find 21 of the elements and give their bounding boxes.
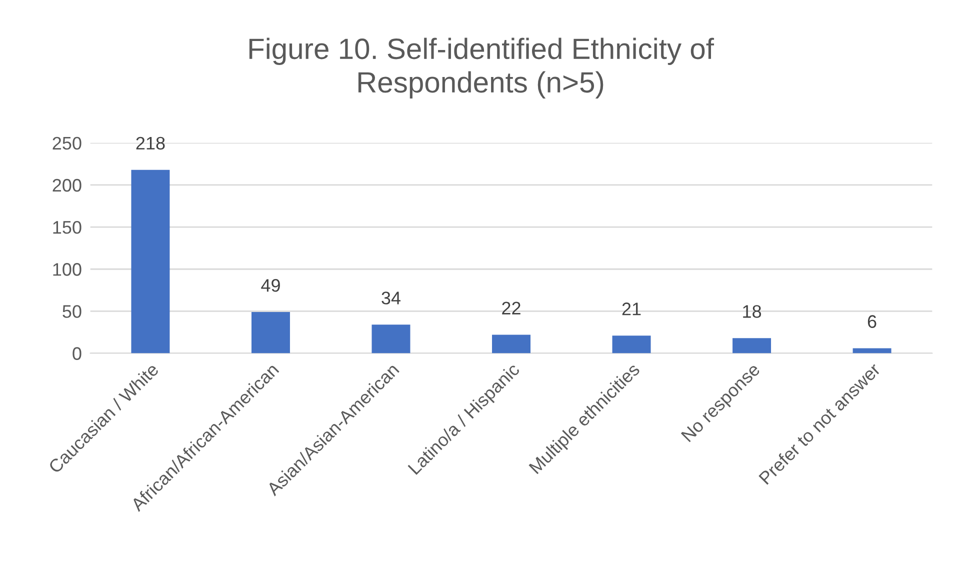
chart-title: Figure 10. Self-identified Ethnicity of Respondents (n>5) [249,38,714,98]
data-label: 218 [136,136,165,150]
bar [131,170,170,354]
y-tick-label: 50 [62,305,82,318]
data-label: 18 [743,305,762,318]
data-label: 6 [868,315,876,328]
bar [612,336,651,354]
data-label: 22 [502,302,520,314]
bar [732,338,772,354]
y-tick-label: 150 [53,220,82,234]
bar [372,324,410,354]
data-label: 21 [622,302,641,316]
bar [251,312,290,354]
y-tick-label: 250 [52,136,82,150]
y-tick-label: 0 [72,347,82,360]
data-label: 34 [382,292,401,304]
y-tick-label: 100 [53,263,82,276]
y-tick-label: 200 [52,178,82,192]
bar [852,348,892,354]
bar [492,334,530,354]
data-label: 49 [261,279,280,292]
